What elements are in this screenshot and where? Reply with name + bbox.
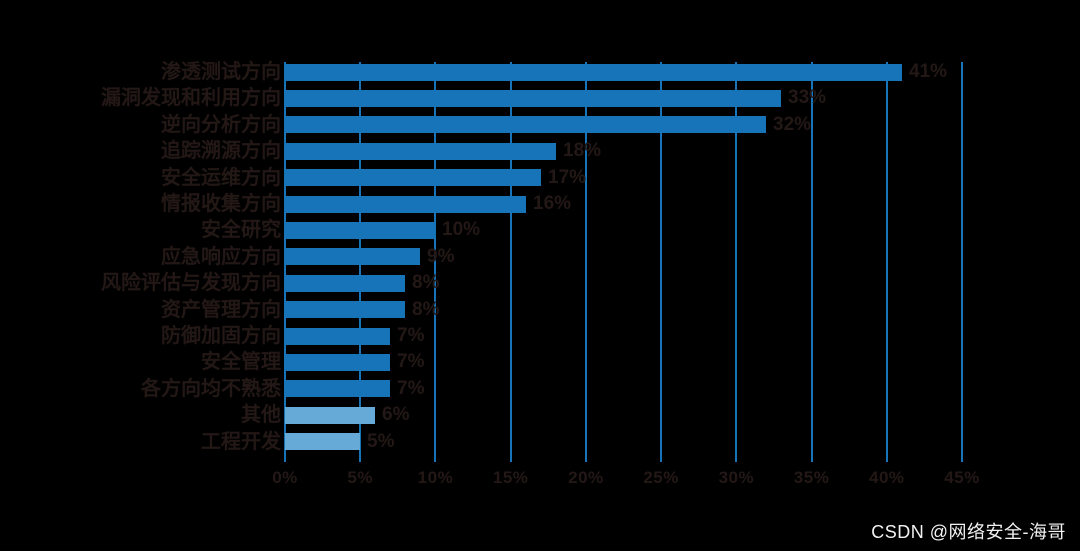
x-tick-label: 20% [568,468,604,487]
bar [285,406,375,424]
bar [285,169,541,187]
x-tick-label: 15% [492,468,529,487]
x-tick-label: 5% [347,468,373,487]
category-label: 防御加固方向 [161,325,281,347]
bar [285,353,390,371]
value-label: 16% [533,193,572,214]
category-label: 应急响应方向 [161,245,281,268]
x-tick-label: 25% [643,468,679,487]
category-label: 漏洞发现和利用方向 [101,87,281,110]
value-label: 9% [427,245,455,267]
csdn-watermark: CSDN @网络安全-海哥 [871,522,1066,542]
value-label: 32% [773,113,812,135]
value-label: 7% [397,325,425,346]
category-label: 资产管理方向 [161,298,281,321]
gridline [885,62,888,462]
bar [285,63,902,81]
value-label: 17% [548,166,587,188]
x-tick-label: 45% [944,468,980,487]
x-tick-label: 10% [417,468,454,487]
bar [285,433,360,451]
bar [285,89,781,107]
category-label: 追踪溯源方向 [161,140,281,163]
bar [285,380,390,398]
category-label: 安全管理 [201,351,281,374]
bar [285,195,526,213]
category-label: 渗透测试方向 [161,61,281,83]
category-label: 其他 [241,404,281,427]
value-label: 10% [442,219,481,241]
value-label: 33% [788,87,827,109]
value-label: 18% [563,140,602,162]
bar [285,327,390,345]
category-label: 情报收集方向 [161,193,281,215]
category-label: 安全运维方向 [161,166,281,189]
value-label: 7% [397,351,425,373]
bar [285,221,435,239]
category-label: 各方向均不熟悉 [141,377,281,400]
value-label: 7% [397,377,425,399]
bar [285,301,405,319]
gridline [961,62,963,462]
value-label: 5% [367,430,395,452]
bar [285,274,405,292]
value-label: 8% [412,298,440,320]
x-tick-label: 0% [272,468,298,487]
value-label: 6% [382,404,410,426]
category-label: 风险评估与发现方向 [101,272,281,295]
category-label: 工程开发 [201,430,281,453]
bar [285,248,420,266]
bar [285,116,766,134]
category-label: 安全研究 [201,219,281,242]
x-tick-label: 35% [793,468,830,487]
x-tick-label: 30% [718,468,755,487]
value-label: 41% [909,61,948,82]
bar [285,142,556,160]
x-tick-label: 40% [869,468,905,487]
category-label: 逆向分析方向 [161,113,281,136]
value-label: 8% [412,272,440,294]
